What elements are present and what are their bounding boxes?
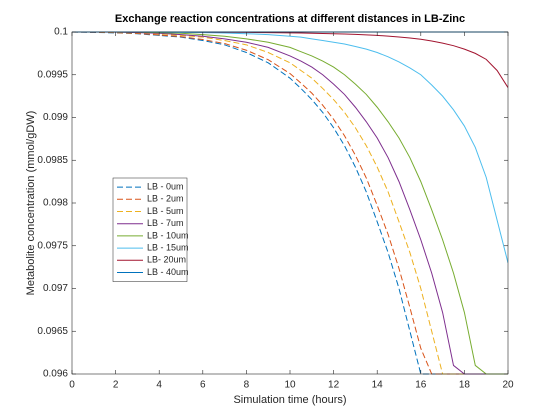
- series-line: [72, 31, 508, 375]
- y-tick-label: 0.0965: [37, 326, 68, 337]
- y-tick-label: 0.098: [43, 198, 68, 209]
- legend-label: LB - 2um: [147, 194, 184, 204]
- legend-label: LB - 0um: [147, 181, 184, 191]
- y-axis-label: Metabolite concentration (mmol/gDW): [25, 111, 37, 296]
- x-tick-label: 20: [502, 380, 514, 391]
- legend-label: LB - 15um: [147, 242, 189, 252]
- series-line: [72, 31, 508, 88]
- legend-label: LB - 40um: [147, 267, 189, 277]
- x-tick-label: 6: [200, 380, 206, 391]
- legend: LB - 0um LB - 2um LB - 5um LB - 7um LB - 10u…: [112, 177, 189, 282]
- legend-label: LB- 20um: [147, 255, 186, 265]
- x-axis-label: Simulation time (hours): [233, 394, 346, 406]
- x-tick-label: 2: [113, 380, 119, 391]
- y-tick-label: 0.0995: [37, 69, 68, 80]
- x-tick-label: 0: [69, 380, 75, 391]
- y-tick-label: 0.097: [43, 283, 68, 294]
- legend-label: LB - 5um: [147, 206, 184, 216]
- x-tick-label: 14: [372, 380, 384, 391]
- x-tick-label: 18: [459, 380, 471, 391]
- legend-label: LB - 7um: [147, 218, 184, 228]
- legend-box: [112, 177, 188, 282]
- x-tick-label: 4: [156, 380, 162, 391]
- y-tick-label: 0.0985: [37, 155, 68, 166]
- series-line: [72, 31, 508, 375]
- legend-label: LB - 10um: [147, 230, 189, 240]
- x-tick-label: 8: [244, 380, 250, 391]
- x-tick-label: 16: [415, 380, 427, 391]
- chart-title: Exchange reaction concentrations at diff…: [115, 13, 465, 25]
- x-tick-label: 10: [284, 380, 296, 391]
- y-tick-label: 0.096: [43, 369, 68, 380]
- x-tick-label: 12: [328, 380, 340, 391]
- y-tick-label: 0.1: [54, 27, 68, 38]
- y-tick-label: 0.099: [43, 112, 68, 123]
- y-tick-label: 0.0975: [37, 240, 68, 251]
